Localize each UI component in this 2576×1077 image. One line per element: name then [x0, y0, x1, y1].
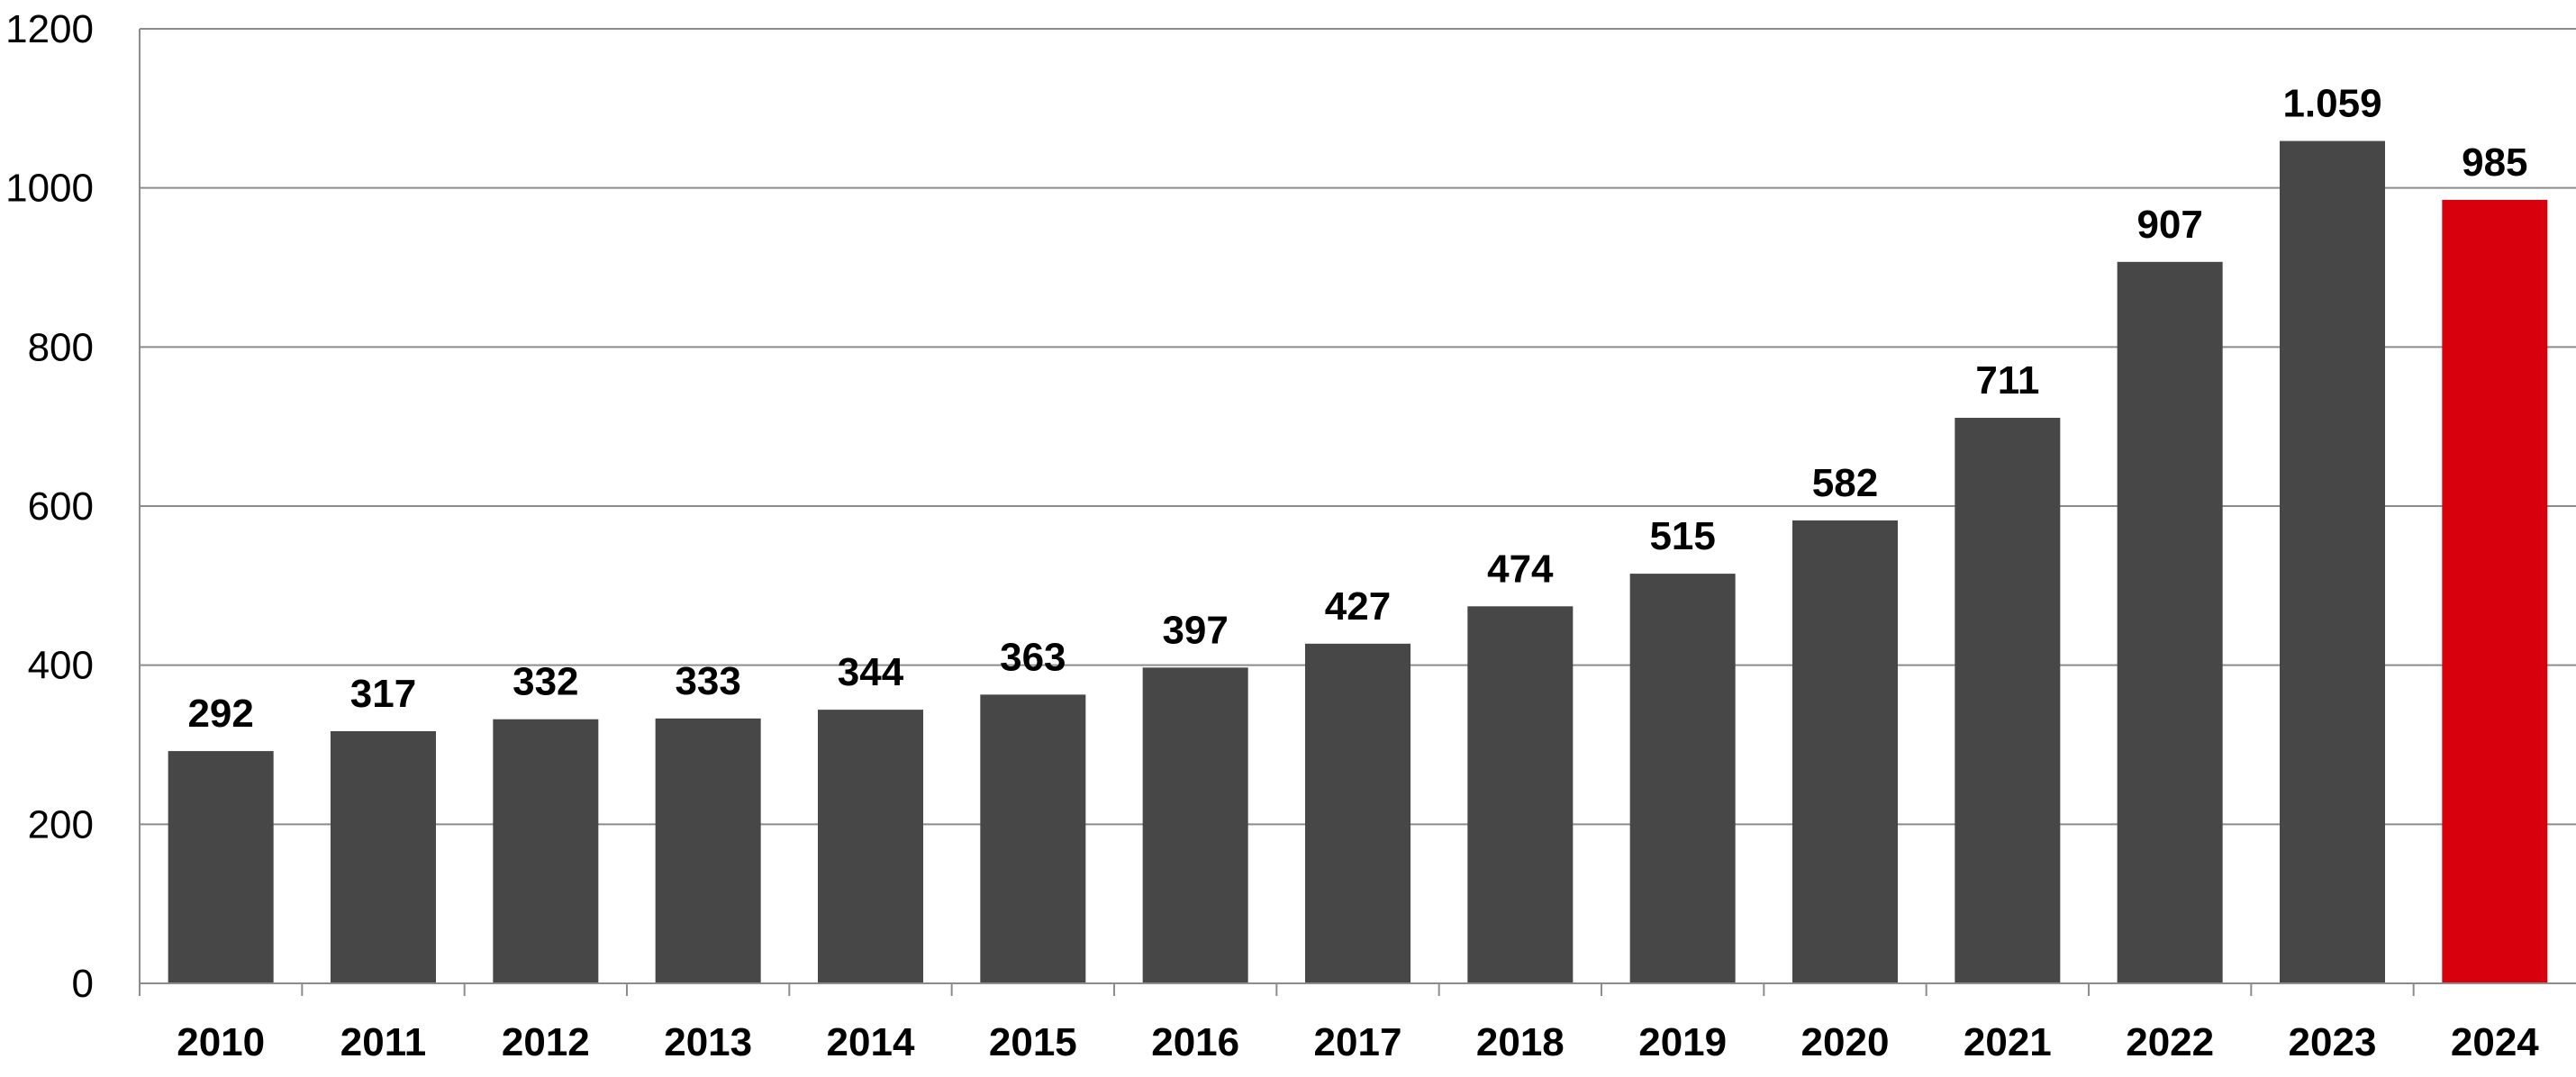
x-tick-label-2013: 2013: [664, 1020, 752, 1064]
y-tick-label-800: 800: [28, 325, 94, 369]
bar-2022: [2117, 261, 2223, 984]
data-label-2024: 985: [2462, 140, 2527, 185]
data-label-2014: 344: [838, 650, 904, 694]
y-tick-label-200: 200: [28, 802, 94, 846]
x-tick-label-2012: 2012: [502, 1020, 590, 1064]
bar-2019: [1629, 574, 1736, 983]
bar-2020: [1792, 520, 1898, 983]
y-tick-label-600: 600: [28, 484, 94, 529]
data-label-2015: 363: [1000, 635, 1066, 679]
bar-2016: [1142, 667, 1248, 983]
x-tick-label-2023: 2023: [2289, 1020, 2377, 1064]
data-label-2022: 907: [2136, 203, 2202, 247]
data-label-2016: 397: [1162, 608, 1228, 652]
x-tick-label-2011: 2011: [340, 1020, 426, 1064]
x-tick-label-2021: 2021: [1964, 1020, 2052, 1064]
x-axis: 2010 2011 2012 2013 2014 2015 2016 2017 2018 2019…: [139, 29, 2576, 1064]
x-tick-label-2015: 2015: [989, 1020, 1077, 1064]
bar-2013: [655, 718, 761, 983]
bar-2017: [1305, 643, 1410, 983]
data-label-2012: 332: [512, 660, 578, 704]
data-label-2019: 515: [1649, 514, 1715, 558]
bar-2015: [980, 694, 1086, 983]
data-label-2013: 333: [675, 659, 740, 703]
y-tick-label-1200: 1200: [5, 7, 94, 51]
bars: [168, 140, 2548, 984]
data-label-2021: 711: [1975, 358, 2039, 403]
data-label-2023: 1.059: [2282, 82, 2381, 126]
x-tick-label-2019: 2019: [1638, 1020, 1727, 1064]
x-tick-label-2010: 2010: [177, 1020, 265, 1064]
data-label-2020: 582: [1812, 461, 1878, 505]
x-tick-label-2022: 2022: [2126, 1020, 2214, 1064]
x-tick-label-2017: 2017: [1314, 1020, 1402, 1064]
y-tick-label-0: 0: [72, 962, 94, 1006]
y-tick-label-1000: 1000: [5, 167, 94, 211]
bar-2010: [168, 751, 274, 983]
x-tick-label-2024: 2024: [2451, 1020, 2539, 1064]
data-label-2018: 474: [1487, 547, 1554, 591]
bar-2021: [1955, 417, 2061, 983]
x-tick-label-2014: 2014: [827, 1020, 915, 1064]
data-label-2017: 427: [1325, 584, 1391, 629]
x-tick-label-2020: 2020: [1801, 1020, 1890, 1064]
bar-2011: [331, 730, 436, 983]
data-labels: 292 317 332 333 344 363 397 427 474 515 582 711 907 1…: [187, 82, 2527, 737]
bar-2024: [2442, 199, 2548, 983]
bar-2018: [1467, 606, 1574, 983]
x-tick-label-2018: 2018: [1476, 1020, 1565, 1064]
data-label-2011: 317: [350, 672, 416, 716]
data-label-2010: 292: [187, 692, 253, 736]
bar-2014: [818, 710, 923, 983]
y-tick-label-400: 400: [28, 644, 94, 688]
bar-2012: [493, 719, 599, 983]
y-axis-ticks: 0 200 400 600 800 1000 1200: [5, 7, 94, 1006]
x-tick-label-2016: 2016: [1151, 1020, 1239, 1064]
bar-2023: [2280, 140, 2385, 984]
